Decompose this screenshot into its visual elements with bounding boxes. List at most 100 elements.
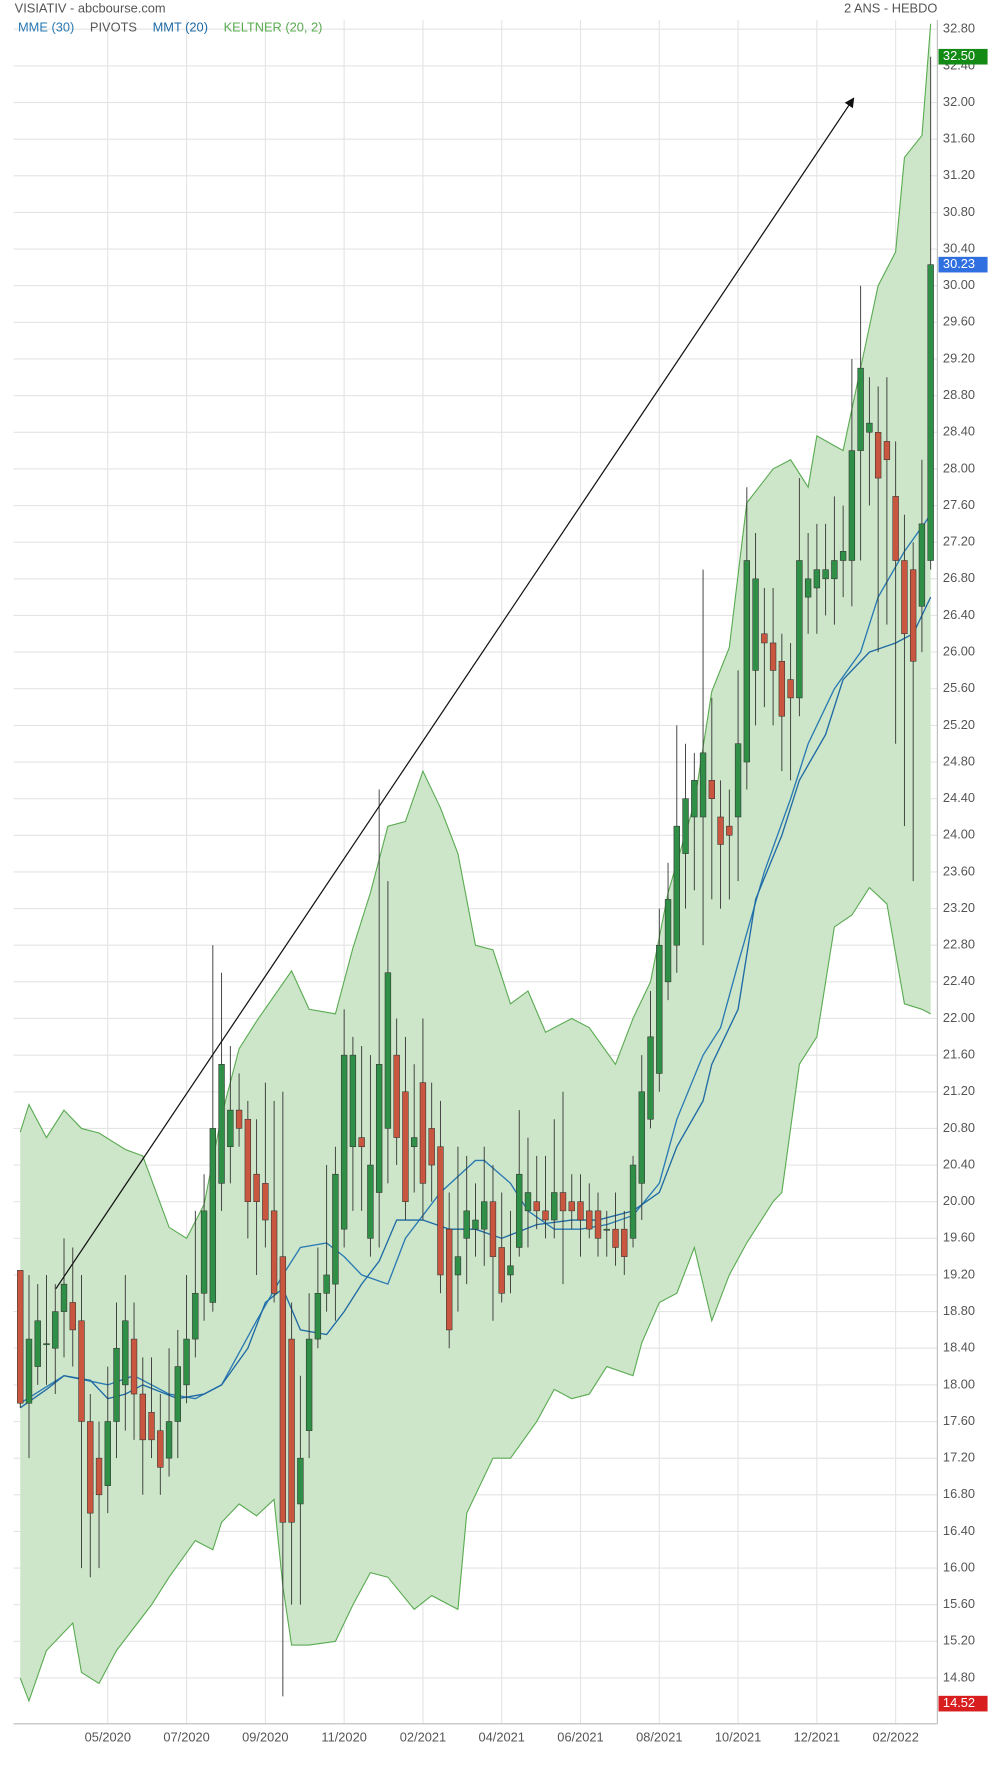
y-tick-label: 25.20 [943,717,975,732]
y-tick-label: 19.60 [943,1230,975,1245]
candle-body [612,1228,619,1248]
legend-entry: PIVOTS [90,19,137,34]
candle-body [516,1173,523,1248]
candle-body [446,1228,453,1331]
candle-body [332,1173,339,1285]
y-tick-label: 21.20 [943,1083,975,1098]
y-tick-label: 14.80 [943,1669,975,1684]
y-tick-label: 31.20 [943,167,975,182]
candle-body [95,1457,103,1496]
y-tick-label: 28.80 [943,387,975,402]
price-tag-label: 30.23 [943,256,975,271]
candle-body [533,1201,540,1212]
candle-body [918,523,926,607]
candle-body [130,1338,138,1395]
y-tick-label: 18.00 [943,1376,975,1391]
candle-body [148,1412,155,1441]
candle-body [384,972,392,1129]
candle-body [419,1082,427,1184]
candle-body [60,1283,68,1312]
y-tick-label: 24.40 [943,790,975,805]
candle-body [165,1421,173,1459]
x-tick-label: 12/2021 [794,1730,840,1745]
candle-body [769,642,777,671]
candle-body [656,944,663,1074]
x-tick-label: 05/2020 [85,1730,131,1745]
candle-body [428,1128,435,1166]
candle-body [410,1137,418,1148]
candle-body [778,660,786,717]
candle-body [664,899,672,983]
y-tick-label: 20.80 [943,1120,975,1135]
candle-body [559,1192,567,1212]
x-tick-label: 10/2021 [715,1730,761,1745]
keltner-lower [19,886,931,1703]
candle-body [437,1146,444,1276]
y-tick-label: 29.60 [943,314,975,329]
candle-body [349,1054,357,1148]
candle-body [621,1228,628,1257]
candle-body [87,1421,94,1514]
legend: MME (30) PIVOTS MMT (20) KELTNER (20, 2) [18,19,322,34]
y-tick-label: 17.20 [943,1450,975,1465]
candle-body [603,1228,610,1231]
candle-body [813,569,821,589]
candle-body [17,1270,24,1404]
x-tick-label: 04/2021 [479,1730,525,1745]
x-tick-label: 09/2020 [242,1730,288,1745]
candle-body [297,1457,304,1505]
y-tick-label: 25.60 [943,680,975,695]
candle-body [454,1256,462,1276]
candle-body [839,551,847,561]
y-tick-label: 18.80 [943,1303,975,1318]
y-tick-label: 23.20 [943,900,975,915]
candle-body [734,743,742,818]
candle-body [43,1343,50,1346]
candle-body [708,780,715,799]
candle-body [358,1137,365,1148]
y-tick-label: 32.80 [943,21,975,36]
y-tick-label: 23.60 [943,863,975,878]
x-tick-label: 02/2022 [872,1730,918,1745]
candle-body [183,1338,190,1386]
axes: 14.80 15.20 15.60 16.00 16.40 16.80 17.20 17.60… [85,21,988,1745]
candle-body [139,1393,146,1441]
candle-body [393,1054,400,1138]
candle-body [262,1183,269,1221]
candle-body [691,780,698,818]
candle-body [218,1064,225,1184]
legend-entry: MMT (20) [153,19,208,34]
candle-body [323,1274,330,1294]
candle-body [831,560,838,580]
candle-body [227,1109,234,1148]
price-tag [938,48,988,65]
y-tick-label: 22.00 [943,1010,975,1025]
y-tick-label: 28.00 [943,460,975,475]
y-tick-label: 28.40 [943,424,975,439]
y-tick-label: 30.80 [943,204,975,219]
candle-body [822,569,829,580]
candle-body [200,1210,208,1294]
candle-body [673,825,680,946]
y-tick-label: 15.20 [943,1633,975,1648]
candle-body [551,1192,558,1221]
candle-body [594,1210,602,1239]
candle-body [78,1320,85,1422]
candle-body [472,1219,479,1230]
candle-body [909,569,917,662]
candle-body [104,1421,111,1486]
candle-body [122,1320,129,1386]
candle-body [524,1192,532,1212]
candle-body [743,560,751,763]
candle-body [848,450,856,561]
y-tick-label: 27.60 [943,497,975,512]
candle-body [577,1201,584,1221]
price-tag-label: 32.50 [943,48,975,63]
candles [17,56,934,1697]
candle-body [699,752,707,818]
candle-body [726,825,733,836]
y-tick-label: 26.40 [943,607,975,622]
x-tick-label: 06/2021 [557,1730,603,1745]
candle-body [874,431,882,479]
